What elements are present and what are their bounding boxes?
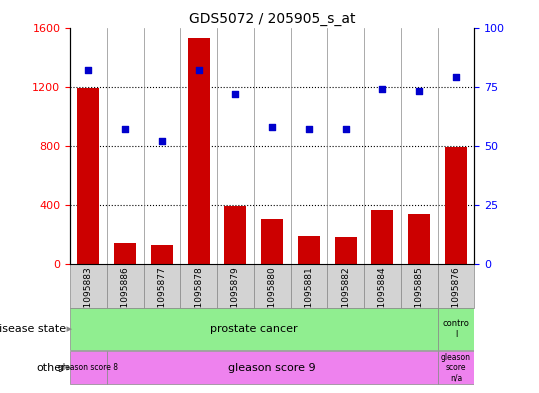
Text: GSM1095878: GSM1095878 [194, 266, 203, 327]
Bar [327, 264, 364, 308]
Bar [438, 264, 474, 308]
Bar [445, 147, 467, 264]
Text: gleason score 8: gleason score 8 [58, 364, 119, 373]
Point [268, 124, 277, 130]
Point [378, 86, 387, 92]
Text: GSM1095886: GSM1095886 [121, 266, 130, 327]
Text: GSM1095877: GSM1095877 [157, 266, 167, 327]
Point [84, 67, 93, 73]
Bar [291, 264, 327, 308]
Bar [335, 237, 357, 264]
Point [195, 67, 203, 73]
Text: GSM1095876: GSM1095876 [452, 266, 460, 327]
Bar [151, 245, 173, 264]
Bar [217, 264, 254, 308]
Bar [438, 309, 474, 350]
Point [121, 126, 129, 132]
Text: GSM1095879: GSM1095879 [231, 266, 240, 327]
Bar [364, 264, 401, 308]
Bar [70, 351, 107, 384]
Text: gleason score 9: gleason score 9 [229, 363, 316, 373]
Text: contro
l: contro l [443, 320, 469, 339]
Text: GSM1095881: GSM1095881 [305, 266, 314, 327]
Text: GSM1095880: GSM1095880 [268, 266, 277, 327]
Text: disease state: disease state [0, 324, 66, 334]
Bar [70, 264, 107, 308]
Point [157, 138, 166, 144]
Bar [114, 243, 136, 264]
Text: other: other [36, 363, 66, 373]
Text: prostate cancer: prostate cancer [210, 324, 298, 334]
Bar [371, 210, 393, 264]
Point [452, 74, 460, 81]
Title: GDS5072 / 205905_s_at: GDS5072 / 205905_s_at [189, 13, 355, 26]
Point [305, 126, 313, 132]
Bar [298, 236, 320, 264]
Bar [438, 351, 474, 384]
Bar [143, 264, 181, 308]
Bar [224, 206, 246, 264]
Point [341, 126, 350, 132]
Bar [107, 264, 143, 308]
Bar [408, 214, 430, 264]
Text: GSM1095884: GSM1095884 [378, 266, 387, 327]
Bar [188, 38, 210, 264]
Bar [401, 264, 438, 308]
Bar [254, 264, 291, 308]
Bar [107, 351, 438, 384]
Text: GSM1095883: GSM1095883 [84, 266, 93, 327]
Text: gleason
score
n/a: gleason score n/a [441, 353, 471, 383]
Point [415, 88, 424, 95]
Bar [78, 88, 100, 264]
Text: GSM1095882: GSM1095882 [341, 266, 350, 327]
Point [231, 91, 240, 97]
Bar [261, 219, 283, 264]
Text: GSM1095885: GSM1095885 [414, 266, 424, 327]
Bar [181, 264, 217, 308]
